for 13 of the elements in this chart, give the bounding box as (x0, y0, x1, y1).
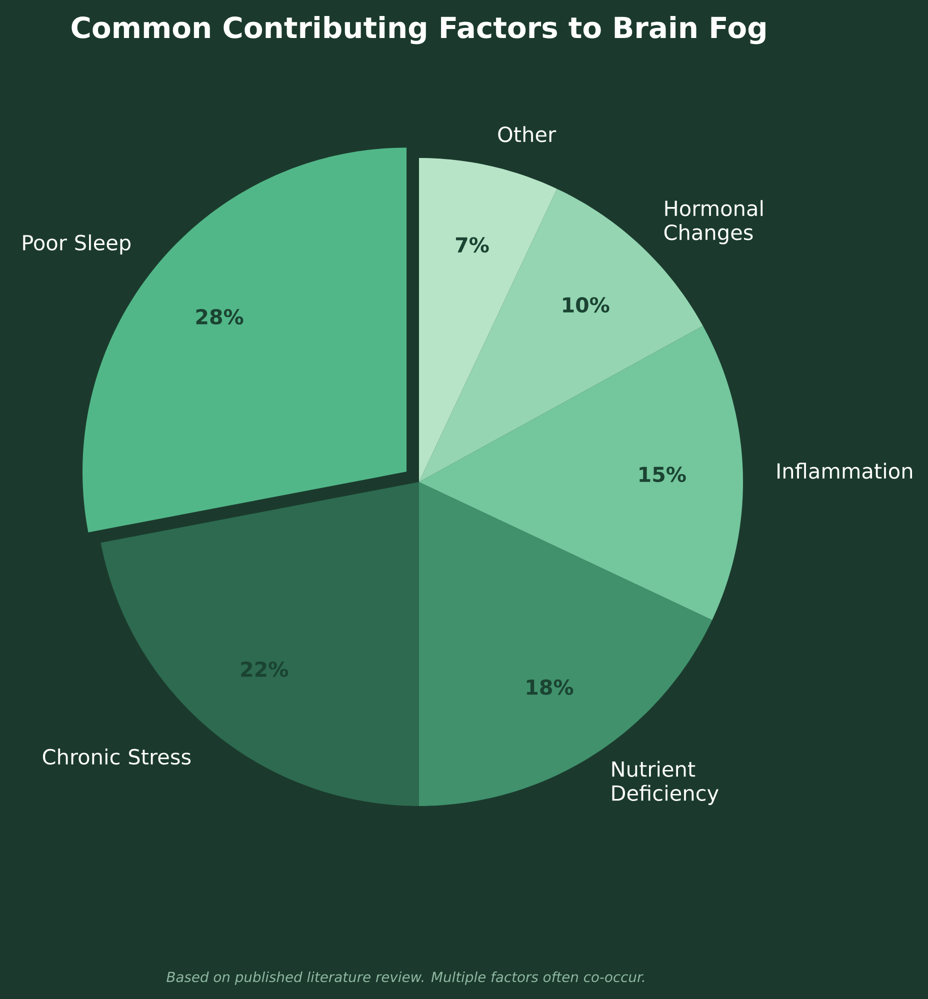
slice-label: Nutrient Deficiency (612, 760, 718, 805)
slice-label: Chronic Stress (42, 748, 191, 765)
slice-label: Hormonal Changes (664, 200, 763, 244)
slice-label: Inflammation (778, 462, 912, 479)
data-label: 18% (526, 679, 574, 695)
text: Based on published literature review. Multiple factors often co-occur. (166, 971, 644, 985)
slice-label: Other (498, 126, 556, 142)
data-label: 28% (196, 309, 244, 325)
data-label: 15% (640, 466, 686, 482)
data-label: 10% (563, 297, 610, 313)
slice-label: Poor Sleep (23, 234, 130, 255)
chart-title: Common Contributing Factors to Brain Fog (72, 16, 766, 44)
data-label: 7% (456, 237, 489, 253)
